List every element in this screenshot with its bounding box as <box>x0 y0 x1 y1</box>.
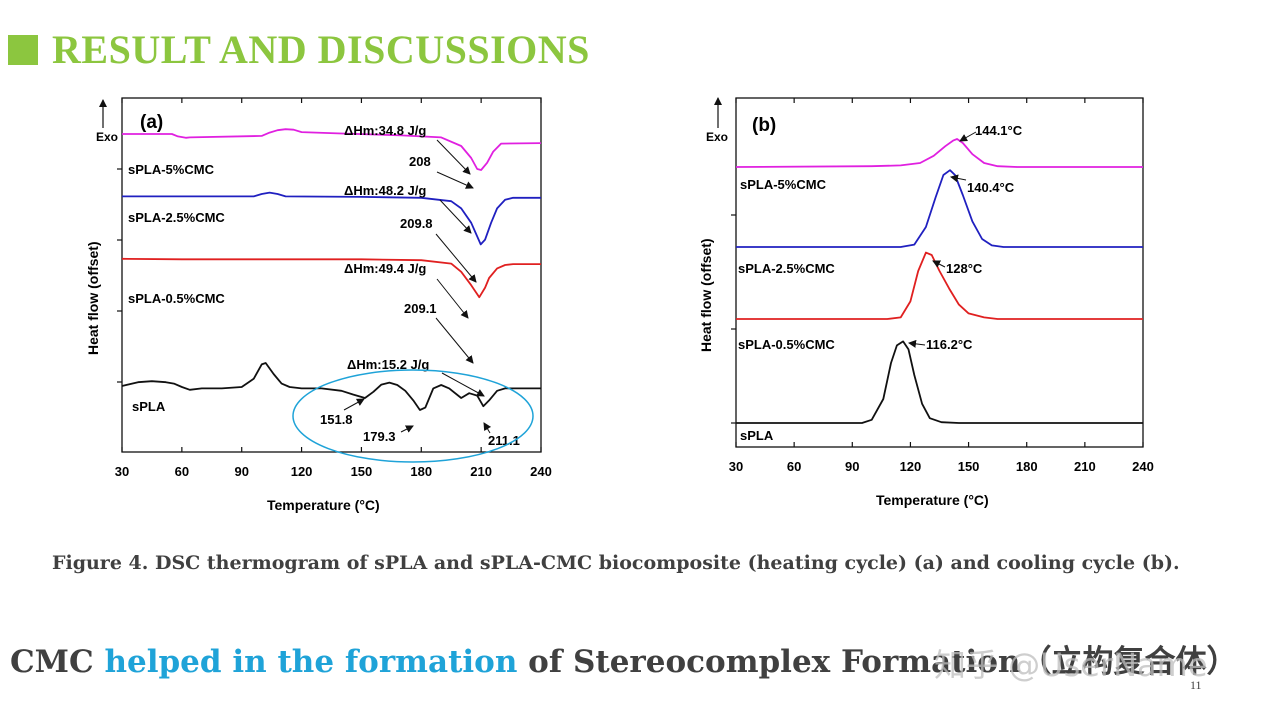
arrow-peak-128 <box>932 260 946 268</box>
arrow-peak-208 <box>436 171 474 189</box>
arrow-peak-179-3 <box>400 425 414 433</box>
series-line-a-spla-0-5-cmc <box>121 257 541 299</box>
annot-peak-209-1: 209.1 <box>404 301 437 316</box>
legend-b-spla-5cmc: sPLA-5%CMC <box>740 177 827 192</box>
panel-a-frame <box>121 97 542 453</box>
x-tick-label-0-4: 150 <box>351 464 373 479</box>
panel-b: (b) Exo Heat flow (offset) Temperature (… <box>698 97 1154 508</box>
series-line-b-spla-5-cmc <box>735 138 1143 168</box>
peak-label-128: 128°C <box>946 261 983 276</box>
x-tick-label-1-6: 210 <box>1074 459 1096 474</box>
arrow-peak-209-1 <box>435 317 474 364</box>
arrow-peak-144-1 <box>959 131 977 142</box>
title-bullet-square <box>8 34 38 65</box>
annot-peak-208: 208 <box>409 154 431 169</box>
slide-title: RESULT AND DISCUSSIONS <box>52 27 590 72</box>
annot-peak-151-8: 151.8 <box>320 412 353 427</box>
annot-dhm-5cmc: ΔHm:34.8 J/g <box>344 123 426 138</box>
panel-b-ylabel: Heat flow (offset) <box>698 238 714 352</box>
legend-b-spla: sPLA <box>740 428 774 443</box>
legend-a-spla-2-5cmc: sPLA-2.5%CMC <box>128 210 225 225</box>
conclusion-pre: CMC <box>10 644 105 680</box>
annot-peak-209-8: 209.8 <box>400 216 433 231</box>
x-tick-label-1-5: 180 <box>1016 459 1038 474</box>
x-tick-label-0-3: 120 <box>291 464 313 479</box>
arrow-dhm-spla <box>441 372 485 397</box>
series-line-a-spla <box>121 362 541 411</box>
x-tick-label-0-7: 240 <box>530 464 552 479</box>
panel-a-xlabel: Temperature (°C) <box>267 497 380 513</box>
panel-b-label: (b) <box>752 115 776 136</box>
x-tick-label-1-3: 120 <box>900 459 922 474</box>
legend-a-spla-5cmc: sPLA-5%CMC <box>128 162 215 177</box>
panel-b-axis-ticks: 30 60 90 120 150 180 210 240 <box>729 98 1154 474</box>
arrow-dhm-5cmc <box>436 139 471 175</box>
arrow-dhm-2-5cmc <box>439 199 472 234</box>
legend-b-spla-2-5cmc: sPLA-2.5%CMC <box>738 261 835 276</box>
arrow-dhm-0-5cmc <box>436 278 469 319</box>
series-line-b-spla-2-5-cmc <box>736 169 1143 248</box>
series-line-a-spla-2-5-cmc <box>122 191 541 246</box>
panel-a-exo-label: Exo <box>96 130 118 144</box>
legend-b-spla-0-5cmc: sPLA-0.5%CMC <box>738 337 835 352</box>
panel-b-xlabel: Temperature (°C) <box>876 492 989 508</box>
conclusion-post: of Stereocomplex Formation（立构复合体） <box>517 644 1238 680</box>
highlight-ellipse <box>292 369 534 463</box>
annot-dhm-0-5cmc: ΔHm:49.4 J/g <box>344 261 426 276</box>
x-tick-label-0-6: 210 <box>470 464 492 479</box>
peak-label-140-4: 140.4°C <box>967 180 1015 195</box>
series-line-b-spla <box>736 340 1143 424</box>
slide-title-bar: RESULT AND DISCUSSIONS <box>8 26 590 73</box>
arrow-peak-151-8 <box>343 398 365 411</box>
x-tick-label-1-1: 60 <box>787 459 801 474</box>
legend-a-spla-0-5cmc: sPLA-0.5%CMC <box>128 291 225 306</box>
panel-a: (a) Exo Heat flow (offset) Temperature (… <box>85 97 552 513</box>
peak-label-144-1: 144.1°C <box>975 123 1023 138</box>
annot-peak-179-3: 179.3 <box>363 429 396 444</box>
conclusion-text: CMC helped in the formation of Stereocom… <box>10 636 1237 681</box>
arrow-peak-140-4 <box>950 174 967 183</box>
panel-b-exo-label: Exo <box>706 130 728 144</box>
page-number: 11 <box>1190 678 1202 692</box>
annot-peak-211-1: 211.1 <box>488 433 520 448</box>
panel-b-frame <box>735 97 1144 448</box>
conclusion-highlight: helped in the formation <box>104 644 518 680</box>
panel-a-label: (a) <box>140 112 163 133</box>
x-tick-label-1-0: 30 <box>729 459 743 474</box>
watermark: 知乎 @UserName <box>934 646 1208 684</box>
panel-a-series <box>121 128 542 411</box>
x-tick-label-1-7: 240 <box>1132 459 1154 474</box>
annot-dhm-2-5cmc: ΔHm:48.2 J/g <box>344 183 426 198</box>
annot-dhm-spla: ΔHm:15.2 J/g <box>347 357 429 372</box>
arrow-peak-211-1 <box>483 422 492 434</box>
legend-a-spla: sPLA <box>132 399 166 414</box>
peak-label-116-2: 116.2°C <box>926 337 973 352</box>
x-tick-label-0-0: 30 <box>115 464 129 479</box>
arrow-peak-116-2 <box>908 339 926 348</box>
panel-a-axis-ticks: 30 60 90 120 150 180 210 240 <box>115 98 552 479</box>
x-tick-label-0-1: 60 <box>175 464 189 479</box>
x-tick-label-1-2: 90 <box>845 459 859 474</box>
series-line-a-spla-5-cmc <box>122 128 542 171</box>
arrow-peak-209-8 <box>435 233 477 283</box>
x-tick-label-0-2: 90 <box>234 464 248 479</box>
figure-caption: Figure 4. DSC thermogram of sPLA and sPL… <box>52 552 1180 574</box>
x-tick-label-0-5: 180 <box>410 464 432 479</box>
panel-a-ylabel: Heat flow (offset) <box>85 241 101 355</box>
dsc-figure: (a) Exo Heat flow (offset) Temperature (… <box>85 97 1154 513</box>
x-tick-label-1-4: 150 <box>958 459 980 474</box>
